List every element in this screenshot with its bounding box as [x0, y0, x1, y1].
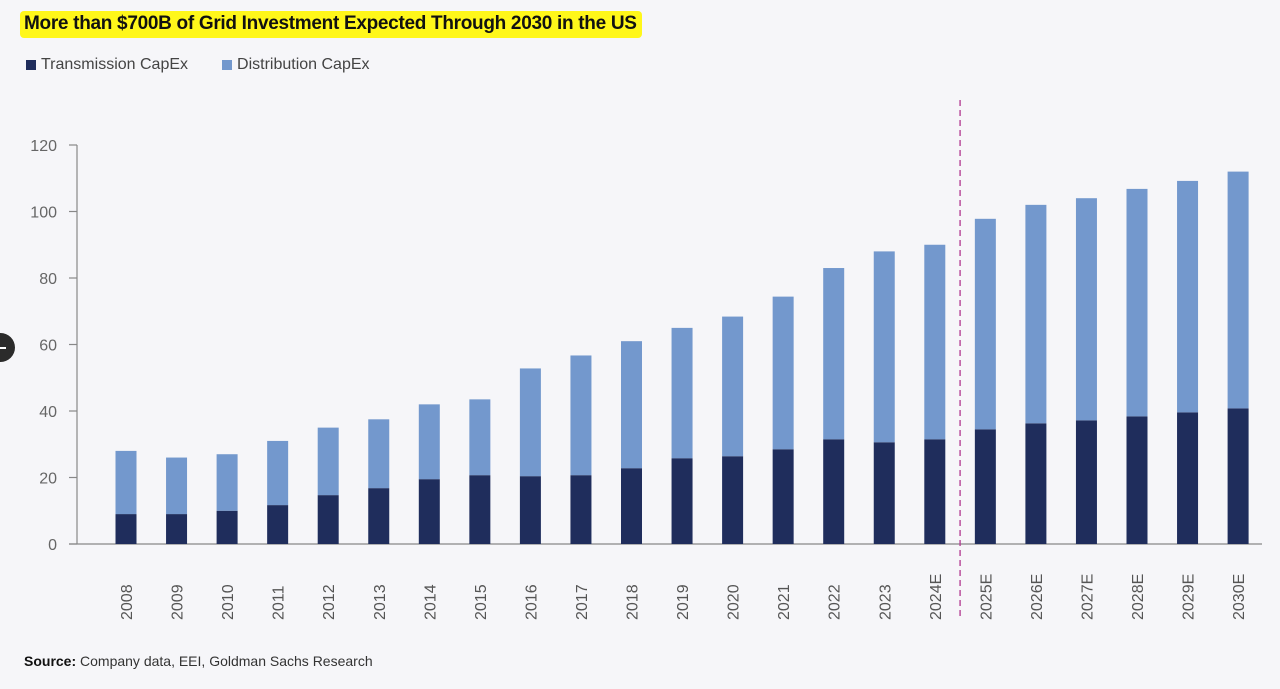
bar-distribution: [1227, 171, 1249, 409]
x-tick-label: 2016: [523, 584, 540, 620]
x-tick-label: 2024E: [928, 574, 945, 620]
x-tick-label: 2022: [827, 584, 844, 620]
collapse-side-button[interactable]: [0, 333, 15, 362]
x-tick-label: 2026E: [1029, 574, 1046, 620]
bar-transmission: [368, 488, 390, 544]
y-tick-label: 40: [39, 404, 57, 421]
bar-transmission: [418, 479, 440, 544]
x-tick-label: 2008: [119, 584, 136, 620]
bar-transmission: [722, 456, 744, 544]
bar-transmission: [1025, 423, 1047, 544]
x-tick-label: 2028E: [1130, 574, 1147, 620]
bar-distribution: [1126, 188, 1148, 417]
bar-transmission: [469, 475, 491, 544]
x-tick-label: 2017: [574, 584, 591, 620]
legend-label: Distribution CapEx: [237, 56, 370, 73]
bar-transmission: [115, 514, 137, 544]
bar-transmission: [1227, 408, 1249, 544]
legend-item-transmission: Transmission CapEx: [26, 56, 188, 74]
x-tick-label: 2019: [675, 584, 692, 620]
bar-distribution: [418, 404, 440, 480]
bar-distribution: [469, 399, 491, 476]
x-tick-label: 2030E: [1231, 574, 1248, 620]
bar-transmission: [873, 442, 895, 544]
source-note: Source: Company data, EEI, Goldman Sachs…: [24, 653, 373, 669]
bar-transmission: [671, 458, 693, 544]
legend-swatch-transmission: [26, 60, 36, 70]
bar-transmission: [216, 510, 238, 544]
bar-transmission: [1177, 412, 1199, 544]
bar-distribution: [1075, 198, 1097, 421]
x-tick-label: 2009: [170, 584, 187, 620]
x-tick-label: 2014: [422, 584, 439, 620]
y-tick-label: 60: [39, 338, 57, 355]
x-tick-label: 2020: [726, 584, 743, 620]
x-tick-label: 2027E: [1079, 574, 1096, 620]
legend-swatch-distribution: [222, 60, 233, 70]
bar-transmission: [621, 468, 642, 544]
bar-transmission: [974, 429, 996, 544]
bar-distribution: [722, 316, 744, 457]
bar-distribution: [621, 341, 642, 469]
bar-transmission: [267, 505, 289, 544]
bar-transmission: [570, 475, 592, 544]
bar-distribution: [115, 450, 137, 515]
x-tick-label: 2011: [271, 585, 288, 620]
bar-distribution: [1025, 204, 1047, 424]
source-label: Source:: [24, 653, 77, 669]
bar-transmission: [823, 439, 845, 544]
y-tick-label: 100: [30, 205, 57, 222]
legend-label: Transmission CapEx: [41, 56, 189, 73]
legend: Transmission CapEx Distribution CapEx: [26, 56, 370, 74]
bar-transmission: [1075, 420, 1097, 544]
bar-distribution: [873, 251, 895, 443]
bar-distribution: [570, 355, 592, 476]
x-tick-label: 2018: [625, 584, 642, 620]
legend-item-distribution: Distribution CapEx: [222, 56, 370, 74]
x-tick-label: 2010: [220, 584, 237, 620]
bar-distribution: [924, 244, 946, 440]
x-tick-label: 2012: [321, 584, 338, 620]
bar-distribution: [519, 368, 541, 477]
x-tick-label: 2029E: [1181, 574, 1198, 620]
bar-distribution: [772, 296, 794, 450]
bar-distribution: [671, 327, 693, 459]
bar-distribution: [974, 218, 996, 430]
bar-distribution: [1177, 180, 1199, 413]
bar-transmission: [519, 476, 541, 544]
y-tick-label: 80: [39, 271, 57, 288]
bar-distribution: [368, 419, 390, 489]
bar-transmission: [317, 495, 339, 544]
bar-distribution: [317, 427, 339, 496]
bar-distribution: [823, 268, 845, 440]
x-tick-label: 2021: [776, 584, 793, 620]
bar-transmission: [772, 449, 794, 544]
x-tick-label: 2013: [372, 584, 389, 620]
bar-distribution: [216, 454, 238, 511]
y-tick-label: 0: [48, 537, 57, 554]
x-tick-label: 2015: [473, 584, 490, 620]
x-tick-label: 2023: [877, 584, 894, 620]
bar-distribution: [267, 440, 289, 506]
chart-title: More than $700B of Grid Investment Expec…: [20, 11, 642, 38]
x-tick-label: 2025E: [978, 574, 995, 620]
bar-transmission: [1126, 416, 1148, 544]
source-text: Company data, EEI, Goldman Sachs Researc…: [76, 653, 373, 669]
bar-transmission: [924, 439, 946, 544]
bar-transmission: [166, 514, 188, 544]
y-tick-label: 20: [39, 471, 57, 488]
bar-distribution: [166, 457, 188, 515]
y-tick-label: 120: [30, 138, 57, 155]
